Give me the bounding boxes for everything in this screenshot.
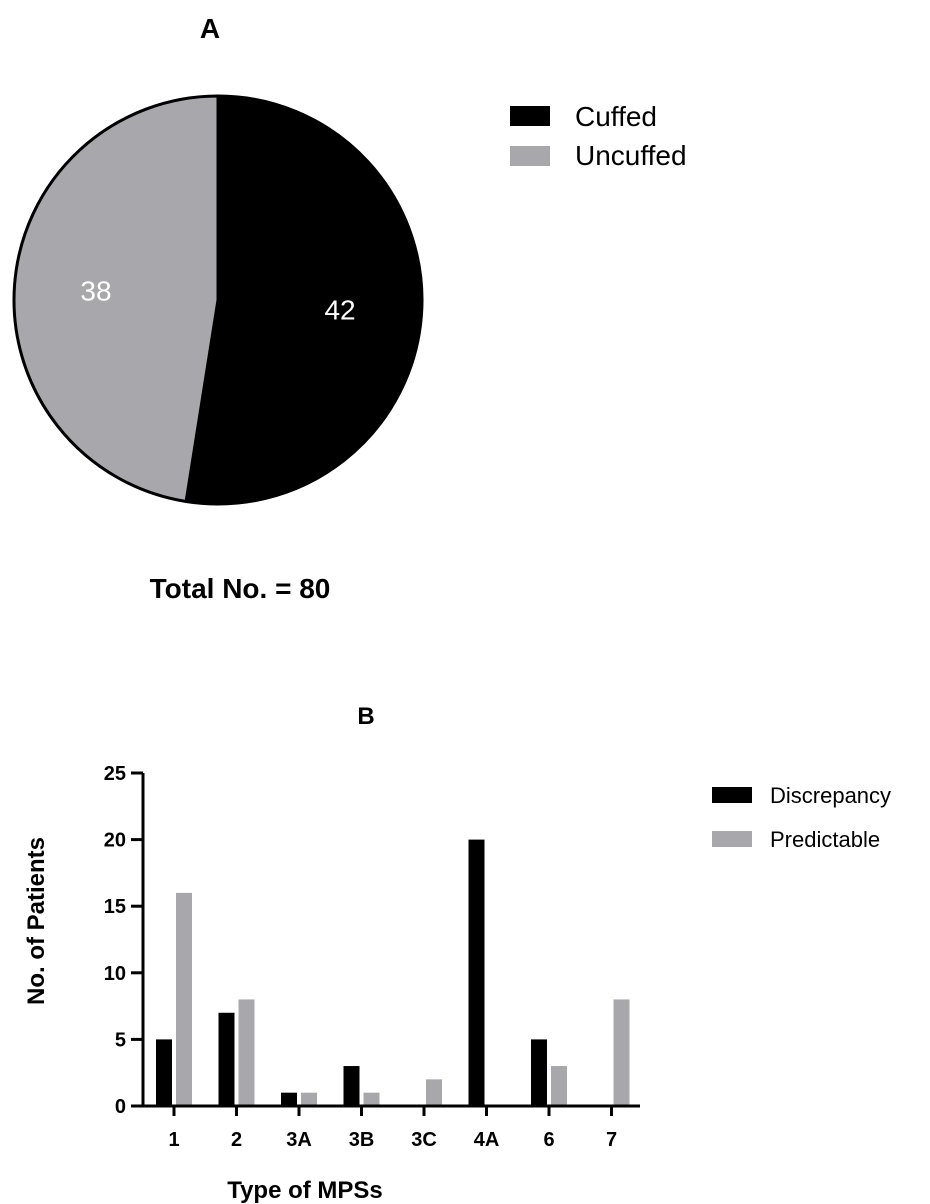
y-axis-ticks: 0 5 10 15 20 25	[104, 763, 143, 1118]
legend-swatch-cuffed	[510, 106, 550, 126]
legend-swatch-predictable	[712, 831, 752, 847]
bar-discrepancy-3a	[281, 1092, 297, 1106]
bar-chart-axes	[141, 773, 640, 1108]
x-tick-label-3c: 3C	[411, 1129, 437, 1151]
pie-total-caption: Total No. = 80	[150, 573, 331, 604]
x-axis-title: Type of MPSs	[227, 1177, 383, 1204]
bar-predictable-1	[176, 892, 192, 1106]
bar-chart-bars	[156, 839, 630, 1106]
y-tick-label-10: 10	[104, 963, 126, 985]
pie-value-label-cuffed: 42	[324, 295, 355, 326]
bar-predictable-6	[551, 1066, 567, 1106]
pie-slice-uncuffed	[12, 94, 220, 503]
legend-label-discrepancy: Discrepancy	[770, 783, 891, 808]
bar-discrepancy-4a	[468, 839, 485, 1106]
bar-predictable-3b	[363, 1092, 380, 1106]
pie-slice-cuffed	[184, 94, 424, 506]
y-tick-label-5: 5	[115, 1029, 126, 1051]
bar-chart-panel: B 0 5 10 15 20 25 1 2 3A 3B 3C 4A 6 7 Type of MPSs N…	[23, 703, 891, 1204]
legend-label-uncuffed: Uncuffed	[575, 140, 687, 171]
bar-discrepancy-1	[156, 1039, 172, 1106]
x-tick-label-1: 1	[168, 1129, 179, 1151]
bar-predictable-7	[613, 999, 630, 1106]
x-tick-label-2: 2	[231, 1129, 242, 1151]
bar-legend: Discrepancy Predictable	[712, 783, 891, 852]
pie-legend: Cuffed Uncuffed	[510, 101, 687, 171]
y-tick-label-15: 15	[104, 896, 126, 918]
x-tick-label-3b: 3B	[349, 1129, 375, 1151]
x-tick-label-3a: 3A	[286, 1129, 312, 1151]
bar-predictable-3c	[426, 1079, 442, 1106]
pie-chart-title: A	[200, 13, 220, 44]
pie-slice-labels: 42 38	[80, 275, 355, 325]
legend-swatch-uncuffed	[510, 146, 550, 166]
pie-slices	[12, 94, 424, 506]
x-tick-label-7: 7	[606, 1129, 617, 1151]
y-axis-title: No. of Patients	[23, 837, 50, 1005]
bar-chart-title: B	[357, 703, 374, 730]
bar-discrepancy-3b	[343, 1066, 360, 1106]
x-tick-label-6: 6	[543, 1129, 554, 1151]
bar-predictable-2	[238, 999, 255, 1106]
legend-label-cuffed: Cuffed	[575, 101, 657, 132]
legend-label-predictable: Predictable	[770, 827, 880, 852]
pie-value-label-uncuffed: 38	[80, 275, 111, 306]
x-tick-label-4a: 4A	[474, 1129, 500, 1151]
legend-swatch-discrepancy	[712, 787, 752, 803]
bar-discrepancy-2	[218, 1012, 235, 1106]
y-tick-label-0: 0	[115, 1096, 126, 1118]
bar-discrepancy-6	[531, 1039, 547, 1106]
y-tick-label-20: 20	[104, 830, 126, 852]
bar-predictable-3a	[301, 1092, 317, 1106]
pie-chart-panel: A 42 38 Cuffed Uncuffed Total No. = 80	[12, 13, 687, 604]
y-tick-label-25: 25	[104, 763, 126, 785]
x-axis-ticks: 1 2 3A 3B 3C 4A 6 7	[168, 1106, 617, 1151]
